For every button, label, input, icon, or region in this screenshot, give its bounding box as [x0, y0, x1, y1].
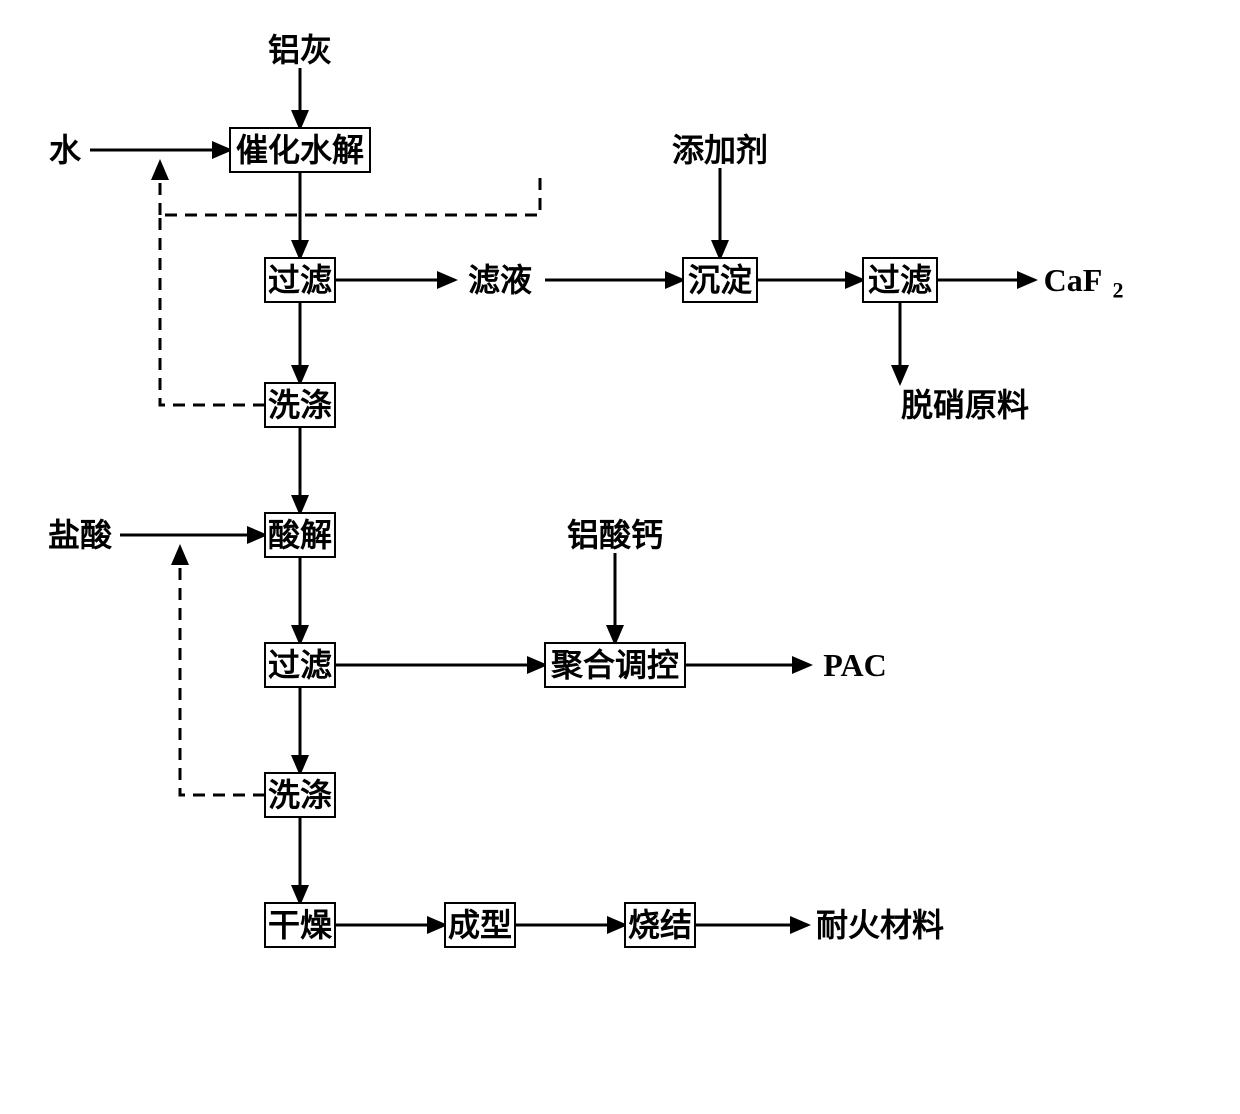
label-precip: 沉淀 — [688, 262, 752, 298]
text-out_refrac: 耐火材料 — [816, 907, 944, 943]
text-out_caf2: CaF — [1044, 262, 1103, 298]
recycle-edge — [180, 547, 265, 795]
label-hydrolysis: 催化水解 — [236, 132, 364, 168]
text-in_caalum: 铝酸钙 — [567, 517, 663, 553]
label-filter1: 过滤 — [268, 262, 332, 298]
text-out_denox: 脱硝原料 — [901, 387, 1029, 423]
text-in_aluash: 铝灰 — [268, 32, 332, 68]
text-filtrate: 滤液 — [468, 262, 532, 298]
text-in_hcl: 盐酸 — [48, 517, 113, 553]
label-mold: 成型 — [448, 907, 512, 943]
text-in_additive: 添加剂 — [672, 132, 768, 168]
label-wash1: 洗涤 — [268, 387, 332, 423]
label-dry: 干燥 — [268, 907, 333, 943]
label-acidol: 酸解 — [268, 517, 332, 553]
flowchart-canvas: 铝灰水催化水解过滤滤液添加剂沉淀过滤CaF2脱硝原料洗涤盐酸酸解铝酸钙过滤聚合调… — [0, 0, 1240, 1114]
text-in_water: 水 — [49, 132, 82, 168]
text-out_pac: PAC — [823, 647, 886, 683]
text-out_caf2_sub: 2 — [1113, 278, 1124, 303]
label-sinter: 烧结 — [628, 907, 692, 943]
label-filter3: 过滤 — [268, 647, 332, 683]
label-wash2: 洗涤 — [268, 777, 332, 813]
label-filter2: 过滤 — [868, 262, 932, 298]
label-polyctrl: 聚合调控 — [550, 647, 679, 683]
